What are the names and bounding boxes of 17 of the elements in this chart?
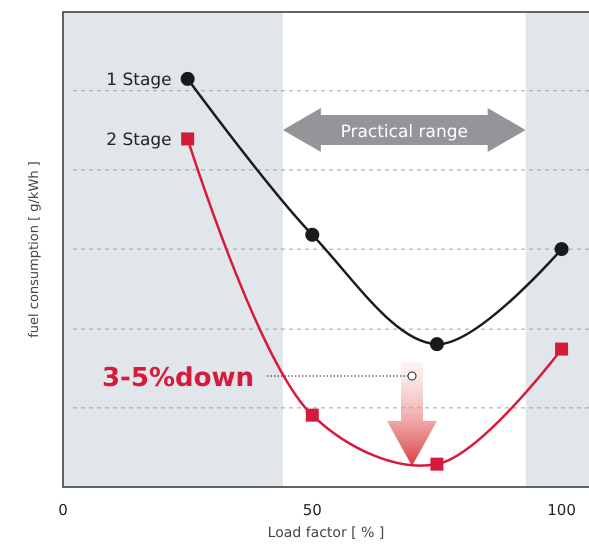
point <box>306 408 319 422</box>
point <box>554 242 569 256</box>
point <box>181 132 194 146</box>
point <box>180 72 195 86</box>
point <box>305 228 320 242</box>
annotation: Practical range <box>340 122 468 142</box>
point <box>430 458 444 471</box>
series-label: 1 Stage <box>106 70 172 90</box>
point <box>430 337 444 352</box>
annotation: 3-5%down <box>102 363 254 394</box>
x-tick-label: 100 <box>547 501 576 519</box>
x-tick-label: 50 <box>302 501 322 519</box>
point <box>555 342 568 356</box>
y-axis-title: fuel consumption [ g/kWh ] <box>27 161 42 338</box>
x-axis-title: Load factor [ % ] <box>268 525 384 541</box>
series-label: 2 Stage <box>106 130 172 150</box>
x-tick-label: 0 <box>58 501 68 519</box>
